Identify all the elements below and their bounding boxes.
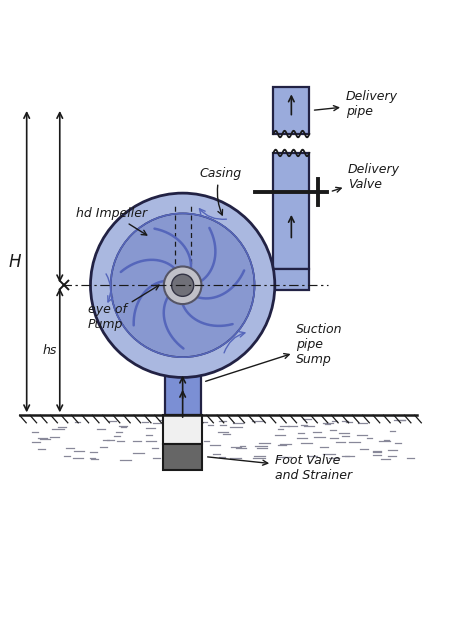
Text: Suction
pipe
Sump: Suction pipe Sump (206, 323, 343, 381)
Text: eye of
Pump: eye of Pump (88, 285, 159, 331)
Polygon shape (164, 368, 201, 415)
Text: hs: hs (42, 344, 56, 357)
Polygon shape (273, 87, 310, 134)
Text: Delivery
Valve: Delivery Valve (332, 164, 400, 192)
Text: Delivery
pipe: Delivery pipe (314, 90, 398, 118)
Circle shape (172, 274, 194, 296)
Polygon shape (163, 415, 202, 444)
Circle shape (164, 267, 201, 304)
Text: Casing: Casing (199, 167, 241, 215)
Circle shape (91, 193, 275, 377)
Text: Foot Valve
and Strainer: Foot Valve and Strainer (208, 454, 352, 482)
Polygon shape (261, 269, 310, 290)
Polygon shape (273, 153, 310, 269)
Text: H: H (9, 253, 21, 270)
Text: hd Impeller: hd Impeller (76, 207, 147, 235)
Polygon shape (163, 444, 202, 470)
Circle shape (111, 214, 255, 357)
